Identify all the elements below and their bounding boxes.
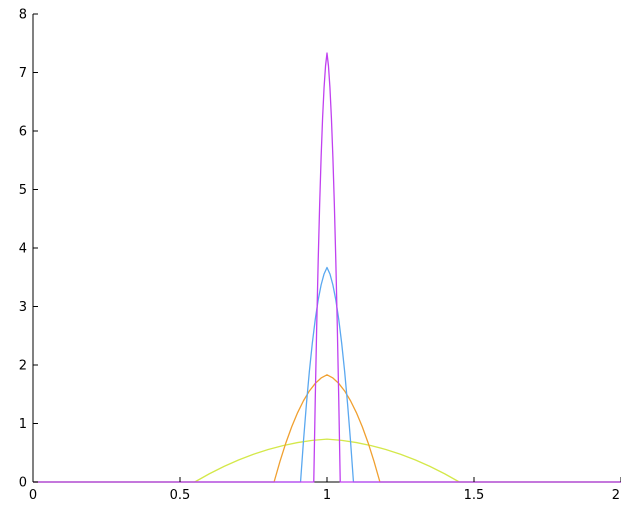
y-tick-label: 2 — [19, 359, 27, 374]
x-tick-label: 2 — [612, 488, 620, 503]
ticks: 0 1 2 3 4 5 6 7 8 0 0.5 1 1.5 2 — [19, 8, 621, 503]
x-tick-label: 1 — [323, 488, 331, 503]
x-tick-label: 0 — [29, 488, 37, 503]
axes — [32, 14, 621, 483]
y-tick-label: 5 — [19, 183, 27, 198]
series-line-3 — [33, 266, 621, 483]
series-line-2 — [33, 374, 621, 483]
x-tick-label: 1.5 — [464, 488, 485, 503]
y-tick-label: 8 — [19, 8, 27, 23]
x-tick-label: 0.5 — [170, 488, 191, 503]
y-tick-label: 7 — [19, 66, 27, 81]
y-tick-label: 1 — [19, 417, 27, 432]
y-tick-label: 0 — [19, 476, 27, 491]
series-line-1 — [33, 438, 621, 483]
series-layer — [33, 52, 621, 483]
series-line-4 — [33, 52, 621, 483]
y-tick-label: 3 — [19, 300, 27, 315]
y-tick-label: 6 — [19, 125, 27, 140]
y-tick-label: 4 — [19, 242, 27, 257]
